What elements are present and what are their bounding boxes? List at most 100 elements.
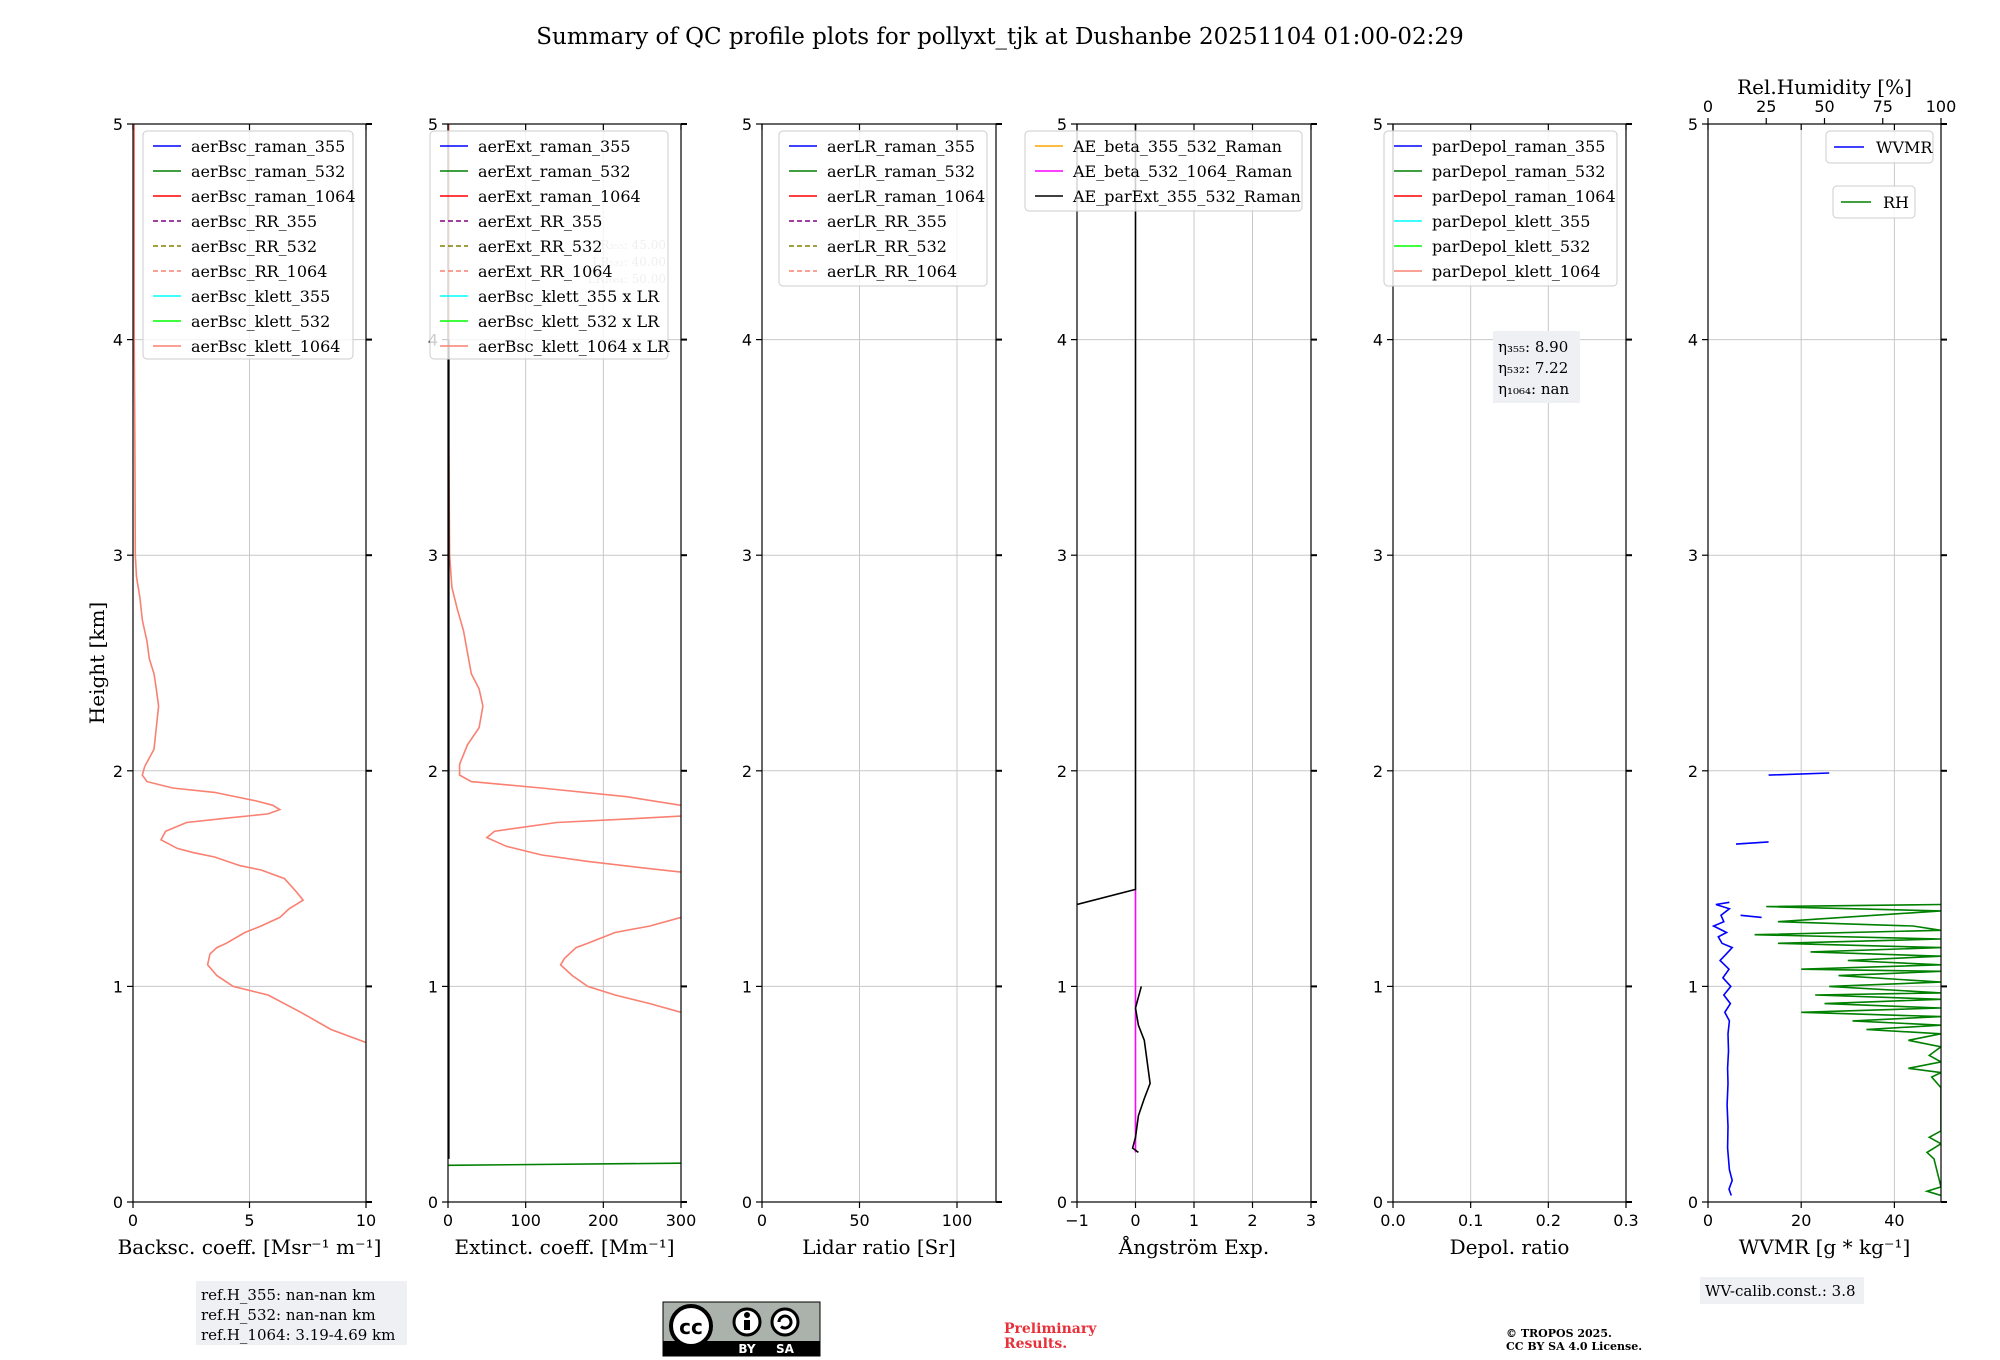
ytick-label: 2 bbox=[742, 762, 752, 781]
xtick-label: 0.0 bbox=[1380, 1211, 1405, 1230]
x2-axis-label: Rel.Humidity [%] bbox=[1737, 75, 1912, 99]
xtick-label: −1 bbox=[1065, 1211, 1089, 1230]
copyright-line2: CC BY SA 4.0 License. bbox=[1506, 1340, 1642, 1353]
legend-label: parDepol_raman_355 bbox=[1432, 137, 1605, 156]
ytick-label: 1 bbox=[1688, 977, 1698, 996]
xtick-label: 0.3 bbox=[1613, 1211, 1638, 1230]
copyright-line1: © TROPOS 2025. bbox=[1506, 1327, 1612, 1340]
ytick-label: 3 bbox=[742, 546, 752, 565]
series-aerext-raman-532-3 bbox=[448, 1162, 681, 1167]
legend: aerBsc_raman_355 aerBsc_raman_532 aerBsc_r… bbox=[142, 130, 356, 360]
series-wvmr-1 bbox=[1740, 914, 1762, 919]
ytick-label: 2 bbox=[428, 762, 438, 781]
preliminary-text-line1: Preliminary bbox=[1004, 1321, 1097, 1337]
eta-value: η₃₅₅: 8.90 bbox=[1498, 338, 1568, 356]
ytick-label: 2 bbox=[1688, 762, 1698, 781]
legend-label: AE_beta_532_1064_Raman bbox=[1072, 162, 1292, 181]
cc-license-badge: cc BY SA bbox=[662, 1301, 821, 1357]
axes-frame bbox=[1392, 123, 1627, 1203]
x-axis-label: Depol. ratio bbox=[1450, 1235, 1570, 1259]
ytick-label: 5 bbox=[1688, 115, 1698, 134]
xtick-label: 0.1 bbox=[1458, 1211, 1483, 1230]
legend-label: aerBsc_klett_1064 x LR bbox=[478, 337, 670, 356]
ref-height-text: ref.H_355: nan-nan km bbox=[201, 1286, 376, 1304]
legend-label: parDepol_raman_532 bbox=[1432, 162, 1605, 181]
xtick-label: 10 bbox=[356, 1211, 376, 1230]
x-axis-label: Backsc. coeff. [Msr⁻¹ m⁻¹] bbox=[118, 1235, 382, 1259]
axes-frame bbox=[761, 123, 997, 1203]
legend-label: aerLR_RR_532 bbox=[827, 237, 947, 256]
legend: aerExt_raman_355 aerExt_raman_532 aerExt_r… bbox=[429, 130, 670, 360]
legend-label: aerBsc_RR_1064 bbox=[191, 262, 327, 281]
x-axis-label: Ångström Exp. bbox=[1118, 1234, 1269, 1259]
legend-label: aerBsc_raman_532 bbox=[191, 162, 345, 181]
xtick-label: 1 bbox=[1189, 1211, 1199, 1230]
legend-label: parDepol_klett_532 bbox=[1432, 237, 1590, 256]
wv-calib-text: WV-calib.const.: 3.8 bbox=[1705, 1282, 1856, 1300]
legend-label: aerBsc_klett_355 x LR bbox=[478, 287, 660, 306]
series-wvmr-3 bbox=[1768, 772, 1830, 776]
legend-label: aerBsc_klett_355 bbox=[191, 287, 330, 306]
series-aerbsc-klett-1064-0 bbox=[133, 124, 366, 1044]
ytick-label: 5 bbox=[1373, 115, 1383, 134]
xtick-label: 300 bbox=[666, 1211, 697, 1230]
xtick-label: 0.2 bbox=[1536, 1211, 1561, 1230]
xtick-label: 0 bbox=[128, 1211, 138, 1230]
series-wvmr-0 bbox=[1711, 901, 1734, 1196]
panel-bsc: 0 5 10 0 1 2 3 4 5 Backsc. coeff. [Msr⁻¹ m⁻¹] Heig… bbox=[85, 115, 407, 1345]
sa-share-icon bbox=[770, 1307, 800, 1337]
legend-label: aerBsc_klett_532 bbox=[191, 312, 330, 331]
xtick-label: 0 bbox=[757, 1211, 767, 1230]
xtick-label: 50 bbox=[849, 1211, 869, 1230]
info-box-wv: WV-calib.const.: 3.8 bbox=[1700, 1277, 1864, 1304]
ytick-label: 0 bbox=[113, 1193, 123, 1212]
ytick-label: 3 bbox=[113, 546, 123, 565]
xtick-label: 0 bbox=[443, 1211, 453, 1230]
xtick-label: 3 bbox=[1306, 1211, 1316, 1230]
xtick-label: 40 bbox=[1884, 1211, 1904, 1230]
panel-ext: 0100200300012345Extinct. coeff. [Mm⁻¹]LR… bbox=[428, 115, 696, 1259]
xtick-label: 20 bbox=[1791, 1211, 1811, 1230]
axes-frame bbox=[447, 123, 682, 1203]
x-axis-label: Lidar ratio [Sr] bbox=[802, 1235, 956, 1259]
legend-label: aerExt_raman_355 bbox=[478, 137, 631, 156]
xtick-label: 0 bbox=[1703, 1211, 1713, 1230]
legend-label: parDepol_klett_355 bbox=[1432, 212, 1590, 231]
ytick-label: 1 bbox=[1057, 977, 1067, 996]
by-person-icon bbox=[744, 1312, 750, 1318]
legend-label: parDepol_raman_1064 bbox=[1432, 187, 1616, 206]
legend-label: aerLR_raman_532 bbox=[827, 162, 975, 181]
ytick-label: 3 bbox=[1373, 546, 1383, 565]
ytick-label: 0 bbox=[742, 1193, 752, 1212]
ytick-label: 3 bbox=[428, 546, 438, 565]
legend-label: WVMR bbox=[1876, 138, 1933, 157]
legend-label: aerExt_RR_1064 bbox=[478, 262, 613, 281]
legend-label: aerBsc_raman_1064 bbox=[191, 187, 356, 206]
legend-label: aerBsc_RR_532 bbox=[191, 237, 317, 256]
panel-lr: 0 50 100 0 1 2 3 4 5 Lidar ratio [Sr] aerLR_raman_… bbox=[742, 115, 1002, 1259]
legend-label: aerExt_RR_532 bbox=[478, 237, 602, 256]
ytick-label: 5 bbox=[1057, 115, 1067, 134]
xtick-label: 200 bbox=[588, 1211, 619, 1230]
series-aerbsc-klett-1064-x-lr-1 bbox=[485, 815, 681, 873]
ytick-label: 0 bbox=[1688, 1193, 1698, 1212]
cc-sa-label: SA bbox=[776, 1342, 795, 1356]
ytick-label: 4 bbox=[1688, 331, 1698, 350]
x2tick-label: 50 bbox=[1814, 97, 1834, 116]
legend-label: aerExt_RR_355 bbox=[478, 212, 602, 231]
xtick-label: 0 bbox=[1130, 1211, 1140, 1230]
xtick-label: 2 bbox=[1247, 1211, 1257, 1230]
legend-label: parDepol_klett_1064 bbox=[1432, 262, 1601, 281]
y-axis-label: Height [km] bbox=[85, 602, 109, 724]
legend: aerLR_raman_355 aerLR_raman_532 aerLR_rama… bbox=[778, 130, 988, 287]
legend-label: aerLR_RR_1064 bbox=[827, 262, 957, 281]
legend-rh: RH bbox=[1832, 185, 1916, 219]
legend-label: RH bbox=[1883, 193, 1909, 212]
cc-logo-text: cc bbox=[679, 1315, 703, 1339]
eta-box: η₃₅₅: 8.90 η₅₃₂: 7.22 η₁₀₆₄: nan bbox=[1493, 331, 1580, 403]
eta-value: η₅₃₂: 7.22 bbox=[1498, 359, 1568, 377]
panel-depol: 0.0 0.1 0.2 0.3 0 1 2 3 4 5 Depol. ratio parDepol_r… bbox=[1373, 115, 1639, 1259]
